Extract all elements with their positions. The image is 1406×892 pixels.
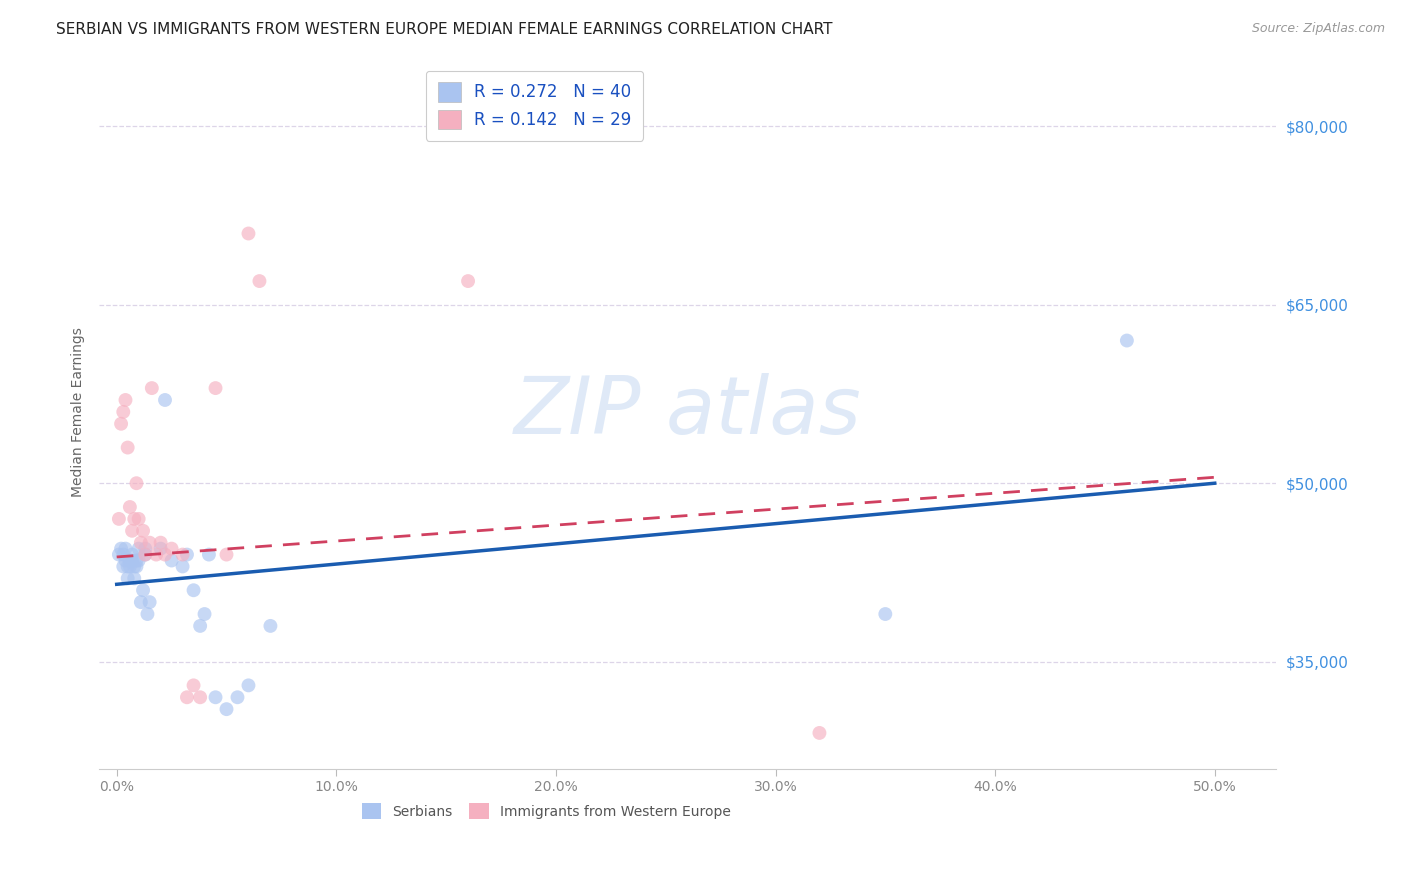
Point	[204, 381, 226, 395]
Point	[183, 678, 205, 692]
Point	[172, 559, 194, 574]
Point	[808, 726, 831, 740]
Point	[1115, 334, 1137, 348]
Point	[128, 541, 150, 556]
Point	[188, 619, 211, 633]
Point	[118, 559, 141, 574]
Point	[238, 227, 260, 241]
Point	[226, 690, 249, 705]
Point	[188, 690, 211, 705]
Point	[141, 381, 163, 395]
Point	[118, 500, 141, 514]
Point	[259, 619, 281, 633]
Point	[176, 548, 198, 562]
Point	[160, 553, 183, 567]
Point	[110, 541, 132, 556]
Point	[129, 535, 152, 549]
Point	[875, 607, 897, 621]
Point	[121, 548, 143, 562]
Point	[172, 548, 194, 562]
Point	[134, 548, 156, 562]
Point	[121, 524, 143, 538]
Point	[122, 559, 145, 574]
Legend: Serbians, Immigrants from Western Europe: Serbians, Immigrants from Western Europe	[356, 796, 738, 826]
Point	[110, 417, 132, 431]
Point	[122, 512, 145, 526]
Point	[117, 441, 139, 455]
Point	[204, 690, 226, 705]
Point	[145, 548, 167, 562]
Point	[128, 553, 150, 567]
Point	[132, 524, 155, 538]
Point	[215, 548, 238, 562]
Point	[149, 535, 172, 549]
Point	[183, 583, 205, 598]
Point	[249, 274, 271, 288]
Point	[176, 690, 198, 705]
Text: Source: ZipAtlas.com: Source: ZipAtlas.com	[1251, 22, 1385, 36]
Point	[193, 607, 215, 621]
Point	[122, 571, 145, 585]
Point	[238, 678, 260, 692]
Point	[121, 553, 143, 567]
Point	[112, 405, 135, 419]
Point	[125, 553, 148, 567]
Text: ZIP atlas: ZIP atlas	[513, 373, 862, 450]
Point	[129, 595, 152, 609]
Point	[153, 548, 176, 562]
Point	[112, 548, 135, 562]
Point	[457, 274, 479, 288]
Point	[108, 548, 131, 562]
Point	[138, 535, 160, 549]
Point	[136, 607, 159, 621]
Point	[160, 541, 183, 556]
Point	[128, 512, 150, 526]
Point	[108, 512, 131, 526]
Point	[117, 571, 139, 585]
Point	[153, 392, 176, 407]
Point	[198, 548, 221, 562]
Point	[134, 541, 156, 556]
Point	[149, 541, 172, 556]
Point	[112, 559, 135, 574]
Point	[125, 559, 148, 574]
Point	[215, 702, 238, 716]
Point	[117, 559, 139, 574]
Text: SERBIAN VS IMMIGRANTS FROM WESTERN EUROPE MEDIAN FEMALE EARNINGS CORRELATION CHA: SERBIAN VS IMMIGRANTS FROM WESTERN EUROP…	[56, 22, 832, 37]
Point	[114, 541, 136, 556]
Point	[132, 583, 155, 598]
Y-axis label: Median Female Earnings: Median Female Earnings	[72, 327, 86, 497]
Point	[134, 548, 156, 562]
Point	[138, 595, 160, 609]
Point	[114, 553, 136, 567]
Point	[125, 476, 148, 491]
Point	[114, 392, 136, 407]
Point	[118, 553, 141, 567]
